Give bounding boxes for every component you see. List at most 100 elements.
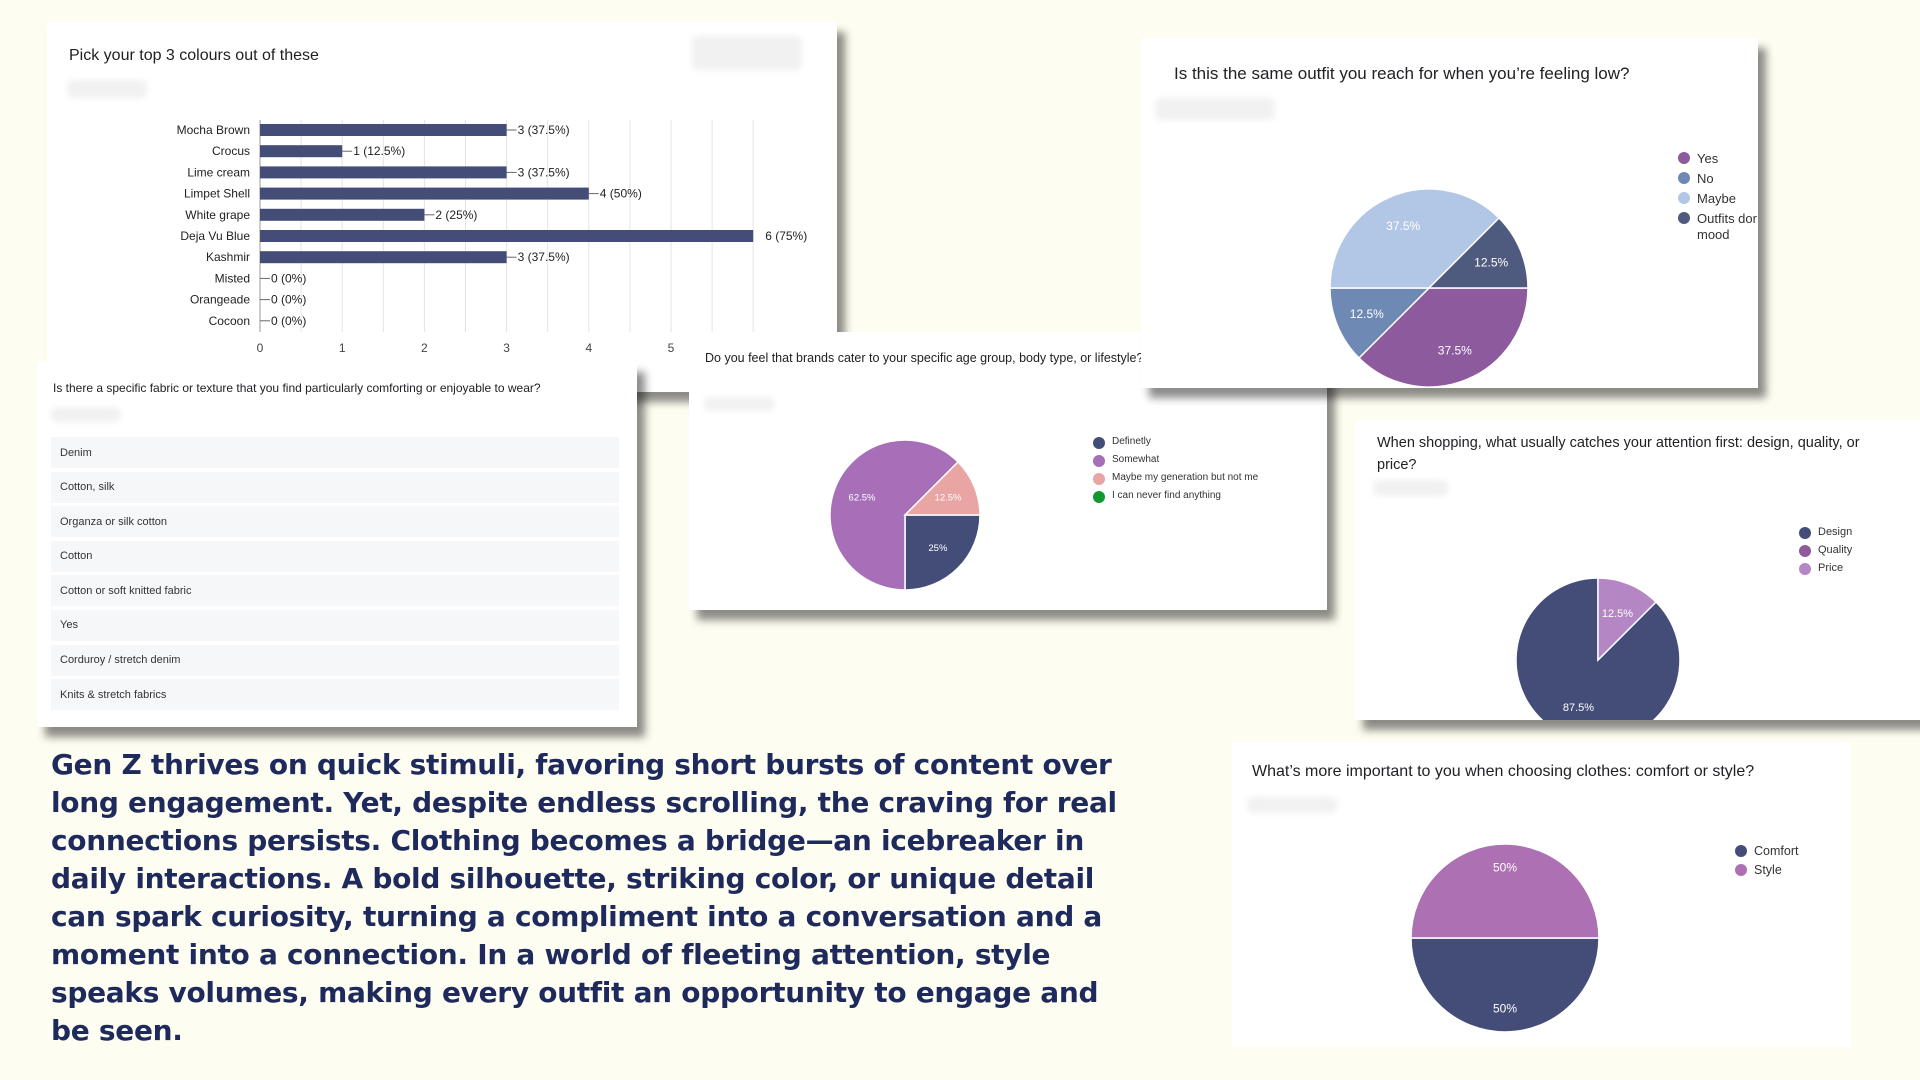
blurred-response-count [704,397,774,411]
body-paragraph: Gen Z thrives on quick stimuli, favoring… [51,748,1117,1047]
legend-label: Outfits dor [1697,211,1757,226]
legend-label: Design [1818,526,1853,538]
category-label: Limpet Shell [184,187,250,201]
comfort-style-pie-chart: 50% 50% [1410,843,1600,1033]
x-tick-label: 4 [585,341,592,355]
legend-item: Definetly [1093,436,1258,449]
blurred-response-count [1373,480,1448,496]
legend-swatch [1735,864,1747,876]
bar [260,145,343,158]
pie-slice-label: 37.5% [1438,343,1472,357]
legend-swatch [1799,527,1811,539]
bar [260,187,589,200]
bar [260,251,507,264]
legend-label: Maybe my generation but not me [1112,472,1259,483]
pie-slice [1357,287,1529,388]
pie-slice [1410,843,1600,939]
category-label: Kashmir [206,250,250,264]
bar [260,166,507,179]
legend-swatch [1093,491,1105,503]
legend-item: Design [1799,526,1852,539]
category-label: Deja Vu Blue [180,229,250,243]
data-label: 4 (50%) [600,187,642,201]
bar [260,208,425,221]
category-label: White grape [185,208,250,222]
legend-item: Somewhat [1093,454,1258,467]
blurred-response-count [67,80,147,98]
legend-item: mood [1678,227,1757,242]
pie-slice [1329,287,1431,360]
pie-slice-label: 12.5% [1350,307,1384,321]
outfit-low-legend: Yes No Maybe Outfits dor mood [1678,151,1757,247]
response-row: Cotton [51,540,619,572]
legend-label: Maybe [1697,191,1737,206]
legend-item: Style [1735,863,1798,877]
fabric-responses-card: Is there a specific fabric or texture th… [37,362,637,727]
data-label: 6 (75%) [765,229,807,243]
attention-legend: Design Quality Price [1799,526,1852,580]
pie-slice [903,460,981,516]
legend-label: Definetly [1112,436,1151,447]
x-tick-label: 3 [503,341,510,355]
data-label: 3 (37.5%) [518,250,570,264]
legend-label: Comfort [1754,844,1799,858]
response-row: Yes [51,609,619,641]
pie-slice-label: 87.5% [1563,702,1594,714]
comfort-style-pie-card: What’s more important to you when choosi… [1232,742,1850,1047]
pie-slice-label: 62.5% [849,493,876,504]
legend-label: Somewhat [1112,454,1160,465]
legend-label: No [1697,171,1714,186]
data-label: 2 (25%) [435,208,477,222]
legend-swatch [1093,437,1105,449]
data-label: 0 (0%) [271,314,306,328]
pie-slice-label: 37.5% [1386,219,1420,233]
legend-item: Yes [1678,151,1757,166]
pie-slice [1329,188,1501,289]
category-label: Mocha Brown [177,123,250,137]
blurred-response-count [1247,797,1337,813]
legend-swatch [1799,563,1811,575]
colours-chart-card: Pick your top 3 colours out of these 0 1 2… [47,22,837,392]
legend-swatch [1678,152,1690,164]
legend-swatch [1678,172,1690,184]
data-label: 3 (37.5%) [518,165,570,179]
comfort-style-legend: Comfort Style [1735,844,1798,882]
legend-label: mood [1697,227,1730,242]
attention-pie-card: When shopping, what usually catches your… [1355,420,1920,720]
colours-bar-chart: 0 1 2 3 4 5 Mocha Brown 3 (37.5%) Crocus 1 (12.5%… [177,120,807,355]
outfit-low-pie-card: Is this the same outfit you reach for wh… [1141,38,1758,388]
pie-slice-label: 12.5% [1602,608,1633,620]
x-tick-label: 0 [257,341,264,355]
legend-item: Quality [1799,544,1852,557]
pie-slice [1427,216,1529,289]
legend-swatch [1093,473,1105,485]
attention-pie-chart: 87.5% 12.5% [1515,577,1681,720]
legend-label: Price [1818,562,1844,574]
question-title: Is there a specific fabric or texture th… [53,381,541,395]
chart-title: Do you feel that brands cater to your sp… [705,351,1144,365]
outfit-low-pie-chart: 37.5% 12.5% 37.5% 12.5% [1329,188,1529,388]
pie-slice-label: 50% [1493,861,1517,875]
category-label: Orangeade [190,293,250,307]
data-label: 0 (0%) [271,293,306,307]
category-label: Lime cream [187,165,250,179]
data-label: 1 (12.5%) [353,144,405,158]
legend-label: Style [1754,863,1782,877]
pie-slice [829,439,960,591]
data-label: 3 (37.5%) [518,123,570,137]
legend-label: Yes [1697,151,1719,166]
pie-slice [1410,937,1600,1033]
legend-item: Price [1799,562,1852,575]
pie-slice-label: 50% [1493,1002,1517,1016]
legend-swatch [1093,455,1105,467]
legend-item: Maybe my generation but not me [1093,472,1258,485]
chart-title: When shopping, what usually catches your… [1377,435,1860,473]
legend-label: I can never find anything [1112,490,1221,501]
response-row: Cotton or soft knitted fabric [51,575,619,607]
legend-item: Outfits dor [1678,211,1757,226]
legend-swatch [1735,845,1747,857]
pie-slice-label: 12.5% [935,493,962,504]
bar [260,230,754,242]
legend-item: No [1678,171,1757,186]
response-row: Corduroy / stretch denim [51,644,619,676]
